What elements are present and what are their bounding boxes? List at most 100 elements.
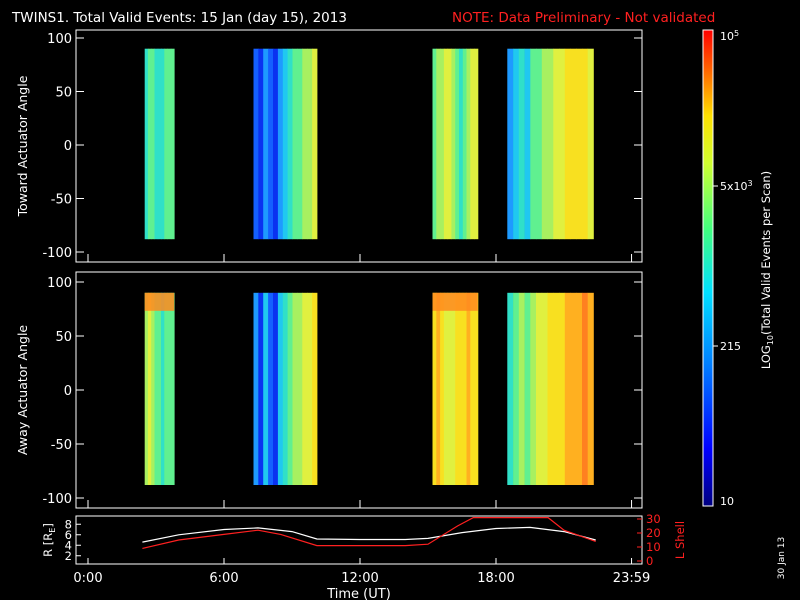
- lshell-tick-label: 10: [646, 540, 661, 554]
- heatmap-column: [161, 293, 165, 485]
- heatmap-column: [283, 49, 288, 240]
- heatmap-column: [542, 293, 548, 485]
- heatmap-column: [312, 293, 317, 485]
- colorbar: [703, 30, 713, 506]
- heatmap-column: [168, 293, 172, 485]
- heatmap-column: [451, 49, 455, 240]
- time-tick-label: 18:00: [477, 571, 514, 586]
- heatmap-column: [158, 49, 162, 240]
- footer-date: 30 Jan 13: [777, 537, 787, 580]
- heatmap-column: [470, 293, 474, 485]
- heatmap-column: [433, 293, 437, 485]
- heatmap-column: [553, 293, 559, 485]
- heatmap-column: [293, 49, 298, 240]
- heatmap-column: [467, 293, 471, 485]
- heatmap-column: [513, 49, 519, 240]
- time-tick-label: 23:59: [613, 571, 650, 586]
- heatmap-column: [273, 293, 278, 485]
- heatmap-column: [436, 293, 440, 485]
- heatmap-column: [263, 49, 268, 240]
- lshell-tick-label: 0: [646, 554, 653, 568]
- heatmap-column: [440, 49, 444, 240]
- lshell-tick-label: 20: [646, 526, 661, 540]
- heatmap-column: [588, 49, 594, 240]
- angle-tick-label: -50: [51, 193, 72, 208]
- heatmap-column: [565, 49, 571, 240]
- heatmap-column: [161, 49, 165, 240]
- angle-tick-label: 50: [55, 330, 72, 345]
- heatmap-column: [576, 49, 582, 240]
- angle-tick-label: -100: [42, 492, 72, 507]
- heatmap-top-cap: [145, 293, 175, 311]
- heatmap-column: [171, 49, 175, 240]
- away-ylabel: Away Actuator Angle: [15, 325, 30, 456]
- heatmap-column: [433, 49, 437, 240]
- heatmap-column: [463, 293, 467, 485]
- heatmap-column: [258, 293, 263, 485]
- heatmap-column: [302, 49, 307, 240]
- heatmap-column: [168, 49, 172, 240]
- heatmap-column: [171, 293, 175, 485]
- heatmap-column: [536, 49, 542, 240]
- heatmap-column: [548, 49, 554, 240]
- time-tick-label: 6:00: [209, 571, 238, 586]
- heatmap-column: [519, 293, 525, 485]
- colorbar-label: LOG10(Total Valid Events per Scan): [759, 171, 775, 369]
- heatmap-column: [525, 293, 531, 485]
- lshell-series-line: [142, 518, 595, 549]
- heatmap-column: [148, 293, 152, 485]
- colorbar-low-label: 215: [720, 340, 741, 353]
- heatmap-column: [151, 293, 155, 485]
- colorbar-top-label: 105: [720, 29, 739, 43]
- toward-heatmap: [145, 49, 594, 240]
- heatmap-column: [588, 293, 594, 485]
- heatmap-column: [273, 49, 278, 240]
- angle-tick-label: -100: [42, 246, 72, 261]
- heatmap-column: [283, 293, 288, 485]
- heatmap-column: [158, 293, 162, 485]
- heatmap-column: [288, 49, 293, 240]
- heatmap-column: [582, 49, 588, 240]
- heatmap-column: [254, 49, 259, 240]
- heatmap-column: [459, 293, 463, 485]
- heatmap-column: [312, 49, 317, 240]
- heatmap-column: [582, 293, 588, 485]
- heatmap-column: [513, 293, 519, 485]
- r-axis-label: R [RE]: [41, 523, 57, 557]
- heatmap-column: [254, 293, 259, 485]
- heatmap-column: [288, 293, 293, 485]
- heatmap-column: [536, 293, 542, 485]
- heatmap-column: [444, 293, 448, 485]
- angle-tick-label: 100: [47, 276, 72, 291]
- heatmap-column: [155, 49, 159, 240]
- heatmap-column: [440, 293, 444, 485]
- heatmap-column: [307, 49, 312, 240]
- heatmap-column: [459, 49, 463, 240]
- heatmap-column: [164, 293, 168, 485]
- plot-title: TWINS1. Total Valid Events: 15 Jan (day …: [11, 10, 347, 26]
- heatmap-column: [268, 293, 273, 485]
- toward-ylabel: Toward Actuator Angle: [15, 75, 30, 217]
- heatmap-column: [145, 293, 149, 485]
- r-tick-label: 2: [65, 549, 72, 563]
- heatmap-column: [145, 49, 149, 240]
- heatmap-column: [467, 49, 471, 240]
- angle-tick-label: 0: [64, 384, 72, 399]
- heatmap-column: [448, 293, 452, 485]
- lshell-axis-label: L Shell: [673, 521, 687, 559]
- heatmap-column: [164, 49, 168, 240]
- heatmap-column: [571, 49, 577, 240]
- heatmap-column: [565, 293, 571, 485]
- heatmap-column: [455, 293, 459, 485]
- heatmap-column: [576, 293, 582, 485]
- heatmap-column: [151, 49, 155, 240]
- away-heatmap: [145, 293, 594, 485]
- heatmap-column: [530, 293, 536, 485]
- angle-tick-label: -50: [51, 438, 72, 453]
- preliminary-note: NOTE: Data Preliminary - Not validated: [452, 10, 715, 26]
- lshell-tick-label: 30: [646, 512, 661, 526]
- time-axis-ticks: 0:00 6:00 12:00 18:00 23:59: [73, 571, 650, 586]
- heatmap-column: [530, 49, 536, 240]
- heatmap-column: [542, 49, 548, 240]
